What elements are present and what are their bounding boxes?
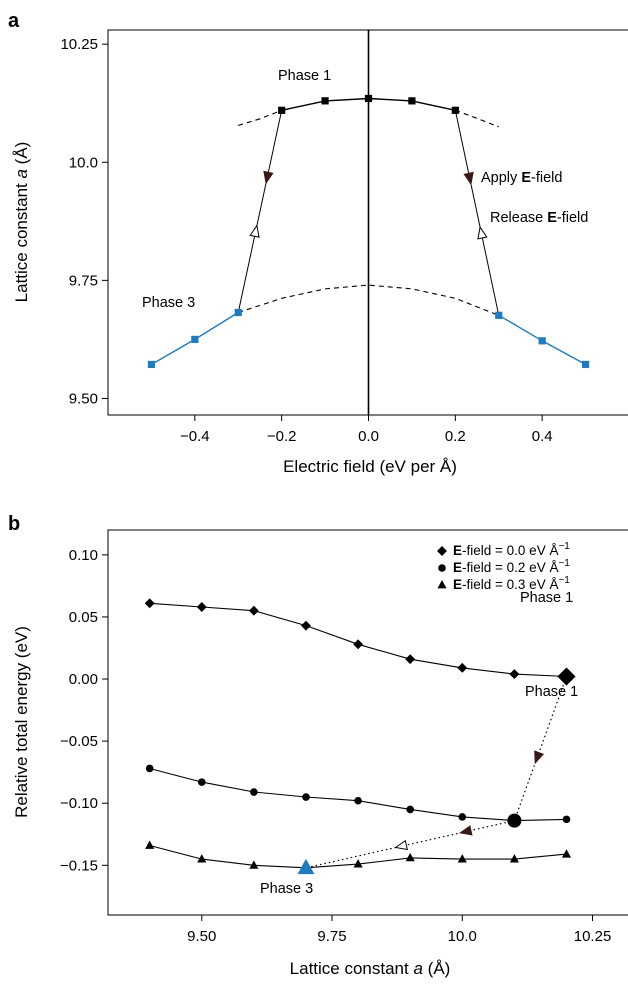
data-point: [197, 854, 207, 863]
panel-a-x-tick-label: −0.2: [267, 428, 297, 445]
panel-a-x-tick-label: 0.0: [358, 428, 379, 445]
data-point: [145, 840, 155, 849]
panel-a-y-tick-label: 9.75: [69, 272, 98, 289]
data-point: [457, 662, 468, 673]
panel-b-y-tick-label: 0.00: [69, 671, 98, 688]
data-point: [353, 639, 364, 650]
legend-marker: [437, 580, 447, 589]
panel-a-plot-area: [147, 30, 590, 415]
apply-arrow: [458, 825, 473, 836]
data-point: [353, 859, 363, 868]
panel-a-x-axis-label: Electric field (eV per Å): [283, 457, 457, 476]
data-point: [301, 620, 311, 631]
transition-line: [237, 110, 283, 313]
data-point: [302, 793, 310, 801]
data-point: [196, 602, 207, 612]
data-point: [405, 852, 415, 862]
panel-a-y-tick-label: 9.50: [69, 390, 98, 407]
panel-b-phase3-label: Phase 3: [260, 881, 313, 897]
data-point: [406, 805, 414, 814]
panel-a-phase1-label: Phase 1: [278, 68, 331, 84]
panel-b-y-axis: −0.15 −0.10 −0.05 0.00 0.05 0.10: [60, 547, 108, 874]
highlight-point: [507, 813, 522, 828]
panel-a-y-axis: 9.50 9.75 10.0 10.25: [60, 36, 108, 407]
data-point: [144, 598, 155, 609]
data-point: [249, 860, 259, 869]
apply-arrow: [263, 170, 274, 185]
data-point: [581, 360, 590, 369]
data-point: [405, 654, 416, 665]
data-point: [234, 308, 242, 317]
data-point: [278, 106, 286, 114]
apply-arrow: [534, 750, 545, 765]
data-point: [457, 854, 467, 863]
highlight-point: [557, 667, 576, 686]
apply-arrow: [463, 171, 474, 186]
highlight-point: [297, 858, 315, 875]
panel-b-y-tick-label: −0.05: [60, 733, 98, 750]
data-point: [562, 815, 571, 824]
data-point: [458, 813, 467, 821]
data-point: [451, 106, 459, 114]
panel-b-frame: [107, 529, 628, 916]
dashed-curve: [238, 284, 499, 316]
data-point: [147, 360, 156, 369]
panel-b-y-tick-label: −0.10: [60, 795, 98, 812]
panel-a-phase3-label: Phase 3: [142, 295, 195, 311]
data-point: [495, 311, 503, 319]
legend-label: E-field = 0.0 eV Å−1: [453, 541, 570, 558]
data-point: [364, 94, 373, 103]
panel-b-x-axis-label: Lattice constant a (Å): [290, 959, 451, 978]
data-point: [197, 778, 206, 786]
data-point: [354, 796, 362, 805]
release-field-label: Release E-field: [490, 210, 588, 226]
panel-b-y-tick-label: −0.15: [60, 857, 98, 874]
panel-a-x-tick-label: 0.2: [445, 428, 466, 445]
release-arrow: [249, 224, 260, 238]
panel-a-y-tick-label: 10.0: [69, 154, 98, 171]
legend-marker: [437, 546, 447, 556]
panel-b-x-axis: 9.50 9.75 10.0 10.25: [187, 915, 611, 945]
panel-b-plot-area: [144, 598, 576, 875]
data-point: [250, 788, 258, 796]
panel-b-phase1-mid-label: Phase 1: [525, 684, 578, 700]
data-point: [538, 337, 546, 345]
data-point: [509, 669, 520, 680]
transition-line: [454, 110, 500, 316]
panel-a-y-tick-label: 10.25: [60, 36, 98, 53]
legend-label: E-field = 0.2 eV Å−1: [453, 558, 570, 575]
panel-b-y-tick-label: 0.05: [69, 609, 98, 626]
data-point: [509, 854, 519, 863]
data-point: [191, 335, 199, 344]
panel-b-x-tick-label: 9.50: [187, 928, 216, 945]
series-line: [149, 767, 567, 822]
panel-b-x-tick-label: 10.0: [448, 928, 477, 945]
dotted-transition-path: [305, 676, 568, 869]
panel-a-x-axis: −0.4 −0.2 0.0 0.2 0.4: [180, 415, 553, 445]
dashed-curve: [238, 109, 282, 126]
data-point: [248, 605, 259, 616]
panel-a-x-tick-label: −0.4: [180, 428, 210, 445]
legend-marker: [438, 564, 446, 572]
panel-a-label: a: [8, 10, 20, 32]
panel-b-y-tick-label: 0.10: [69, 547, 98, 564]
panel-b-legend: E-field = 0.0 eV Å−1E-field = 0.2 eV Å−1…: [437, 541, 570, 592]
data-point: [145, 764, 154, 773]
panel-b-phase1-top-label: Phase 1: [520, 590, 573, 606]
apply-field-label: Apply E-field: [481, 170, 562, 186]
data-point: [408, 97, 416, 105]
release-arrow: [394, 839, 408, 851]
panel-a-x-tick-label: 0.4: [532, 428, 553, 445]
data-point: [321, 97, 329, 105]
panel-b-y-axis-label: Relative total energy (eV): [12, 626, 31, 818]
panel-b-label: b: [8, 513, 20, 535]
panel-b-x-tick-label: 10.25: [574, 928, 612, 945]
legend-label: E-field = 0.3 eV Å−1: [453, 575, 570, 592]
data-point: [561, 849, 572, 858]
panel-b-x-tick-label: 9.75: [317, 928, 346, 945]
release-arrow: [477, 225, 488, 240]
panel-a-y-axis-label: Lattice constant a (Å): [12, 142, 31, 303]
dashed-curve: [455, 109, 499, 128]
